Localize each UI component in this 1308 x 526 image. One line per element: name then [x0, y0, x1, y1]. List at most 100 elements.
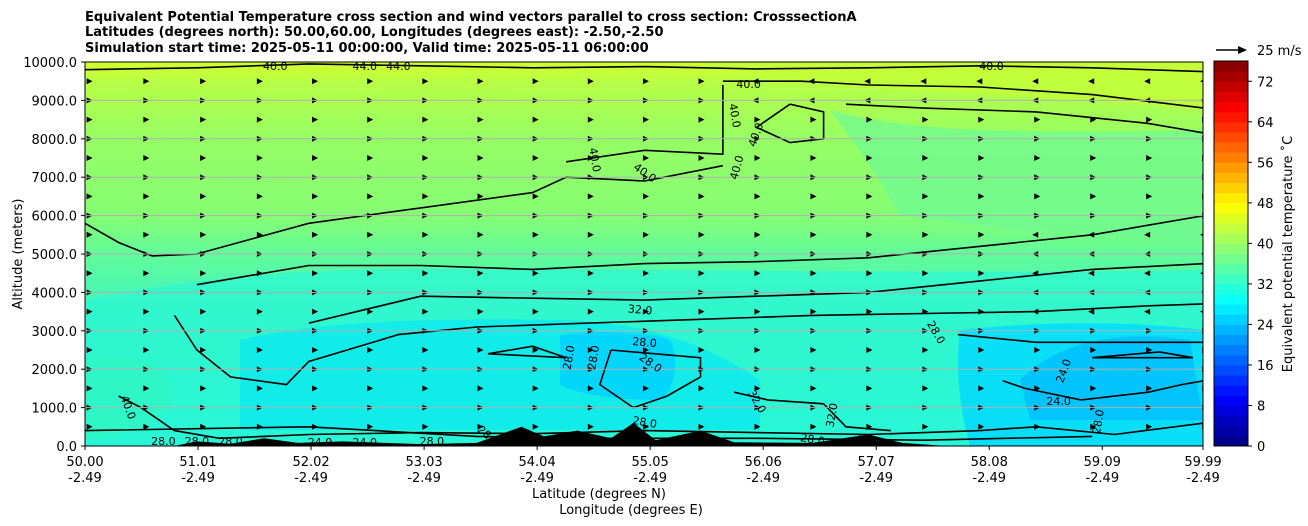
wind-arrow [367, 385, 374, 392]
x-tick-label-lon: -2.49 [972, 471, 1006, 486]
wind-arrow [978, 385, 985, 392]
wind-arrow [256, 423, 263, 430]
wind-arrow [864, 78, 871, 85]
wind-arrow [978, 116, 985, 123]
wind-arrow [587, 423, 594, 430]
wind-arrow [587, 231, 594, 238]
contour-label: 28.0 [631, 414, 657, 431]
wind-arrow [200, 347, 207, 353]
wind-arrow [1090, 155, 1097, 161]
wind-arrow [200, 155, 207, 161]
wind-arrow [866, 155, 873, 161]
contour-label: 40.0 [979, 60, 1004, 73]
wind-arrow [532, 193, 539, 200]
wind-arrow [477, 231, 484, 238]
wind-arrow [642, 231, 649, 238]
contour-label: 44.0 [353, 60, 378, 73]
wind-arrow [922, 385, 929, 392]
y-tick-label: 6000.0 [32, 210, 78, 225]
wind-arrow [1200, 271, 1203, 275]
wind-arrow [422, 155, 429, 161]
chart-title-line-3: Simulation start time: 2025-05-11 00:00:… [85, 41, 649, 56]
wind-arrow [587, 385, 594, 392]
wind-arrow [810, 347, 817, 353]
wind-arrow [312, 423, 319, 430]
wind-arrow [754, 116, 761, 123]
colorbar-segment [1214, 172, 1248, 184]
contour-line [308, 262, 1203, 324]
wind-arrow [422, 78, 429, 85]
contour-lines [85, 63, 1203, 442]
wind-arrow [754, 193, 761, 200]
wind-arrow [810, 270, 817, 277]
wind-arrow [810, 155, 817, 161]
wind-arrow [978, 193, 985, 200]
wind-arrow [1034, 423, 1041, 430]
colorbar-tick-label: 40 [1257, 237, 1274, 252]
wind-arrow [1144, 270, 1151, 277]
contour-label: 44.0 [386, 60, 411, 73]
wind-arrow [754, 155, 761, 161]
wind-arrow [367, 78, 374, 85]
y-axis: 0.0 1000.0 2000.0 3000.0 4000.0 5000.0 6000.0 7… [23, 56, 85, 455]
wind-arrow [698, 270, 705, 277]
contour-label: 28.0 [799, 431, 825, 448]
colorbar-segment [1214, 334, 1248, 346]
colorbar-label: Equivalent potential temperature ˚C [1280, 136, 1296, 372]
colorbar-segment [1214, 283, 1248, 295]
y-tick-label: 9000.0 [32, 94, 78, 109]
wind-arrow [312, 116, 319, 123]
colorbar-segment [1214, 101, 1248, 113]
colorbar-segment [1214, 294, 1248, 305]
wind-arrow [143, 231, 150, 238]
wind-arrow [532, 423, 539, 430]
wind-arrow [477, 423, 484, 430]
wind-arrow [1088, 308, 1095, 315]
colorbar-segment [1214, 395, 1248, 406]
wind-arrow [312, 347, 319, 353]
contour-line [566, 85, 724, 163]
y-axis-label: Altitude (meters) [11, 199, 26, 310]
wind-arrow [143, 347, 150, 353]
contour-line [754, 103, 825, 144]
wind-arrow [978, 231, 985, 238]
wind-arrow [922, 155, 929, 161]
contour-label: 32.0 [824, 402, 841, 428]
wind-arrow [422, 116, 429, 123]
y-tick-label: 1000.0 [32, 402, 78, 417]
wind-arrow [1090, 193, 1097, 200]
wind-arrow [642, 308, 649, 315]
wind-arrow [422, 308, 429, 315]
wind-arrow [698, 155, 705, 161]
colorbar-tick-label: 48 [1257, 197, 1274, 212]
contour-line [733, 391, 891, 432]
wind-arrow [256, 116, 263, 123]
wind-arrow [367, 270, 374, 277]
wind-arrow [143, 270, 150, 277]
wind-arrow [532, 270, 539, 277]
wind-arrow [808, 78, 815, 85]
colorbar-segment [1214, 142, 1248, 153]
wind-arrow [200, 231, 207, 238]
wind-arrow [920, 78, 927, 85]
colorbar-segment [1214, 71, 1248, 82]
field-region-low-left [85, 355, 173, 440]
x-tick-label-lat: 54.04 [519, 455, 556, 470]
wind-arrow [587, 116, 594, 123]
colorbar-segment [1214, 354, 1248, 366]
x-axis: 50.00-2.4951.01-2.4952.02-2.4953.03-2.49… [66, 446, 1222, 486]
x-tick-label-lat: 59.99 [1184, 455, 1221, 470]
wind-arrow [866, 347, 873, 353]
wind-arrow [587, 308, 594, 315]
wind-arrow [978, 347, 985, 353]
wind-arrow [143, 423, 150, 430]
wind-arrow [1090, 385, 1097, 392]
wind-arrow [1090, 423, 1097, 430]
wind-arrow [86, 231, 93, 238]
wind-arrow [866, 116, 873, 123]
x-tick-label-lat: 53.03 [405, 455, 442, 470]
contour-label: 24.0 [308, 436, 333, 449]
contour-label: 28.0 [632, 335, 658, 350]
wind-arrow [754, 308, 761, 315]
